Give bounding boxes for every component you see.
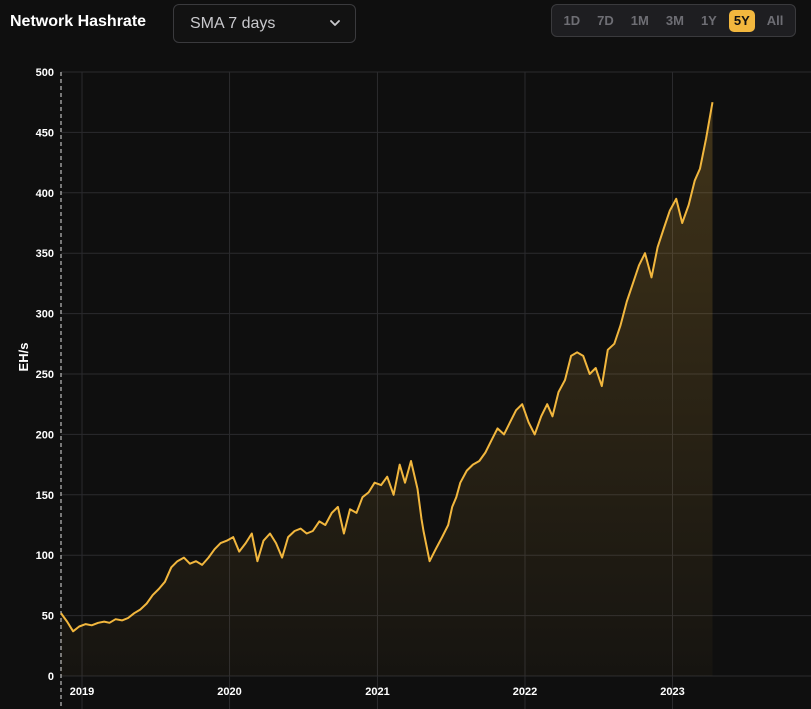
y-axis-ticks: 0 50 100 150 200 250 300 350 400 450 500 (36, 67, 54, 683)
y-tick-label: 450 (36, 127, 54, 139)
x-tick-label: 2021 (365, 686, 389, 698)
y-tick-label: 0 (48, 671, 54, 683)
y-tick-label: 50 (42, 611, 54, 623)
range-1y-button[interactable]: 1Y (700, 12, 717, 28)
x-tick-label: 2022 (513, 686, 537, 698)
y-tick-label: 100 (36, 550, 54, 562)
range-7d-button[interactable]: 7D (597, 12, 614, 28)
range-3m-button[interactable]: 3M (665, 12, 684, 28)
x-tick-label: 2019 (70, 686, 94, 698)
hashrate-area (61, 102, 713, 676)
range-1d-button[interactable]: 1D (563, 12, 581, 28)
x-tick-label: 2020 (217, 686, 241, 698)
y-tick-label: 300 (36, 309, 54, 321)
range-5y-button[interactable]: 5Y (728, 9, 755, 32)
range-1m-button[interactable]: 1M (630, 12, 649, 28)
chevron-down-icon (329, 18, 341, 30)
hashrate-series-line[interactable] (60, 102, 714, 633)
sma-select[interactable]: SMA 7 days (173, 4, 356, 43)
sma-select-value: SMA 7 days (190, 14, 276, 32)
y-tick-label: 400 (36, 188, 54, 200)
y-axis-label: EH/s (16, 343, 31, 372)
y-tick-label: 200 (36, 429, 54, 441)
y-tick-label: 150 (36, 490, 54, 502)
range-all-button[interactable]: All (766, 12, 784, 28)
y-tick-label: 250 (36, 369, 54, 381)
y-tick-label: 500 (36, 67, 54, 79)
x-axis-ticks: 2019 2020 2021 2022 2023 (70, 686, 685, 698)
x-tick-label: 2023 (660, 686, 684, 698)
page-title: Network Hashrate (10, 13, 147, 30)
time-range-selector: 1D 7D 1M 3M 1Y 5Y All (551, 4, 796, 37)
y-tick-label: 350 (36, 248, 54, 260)
